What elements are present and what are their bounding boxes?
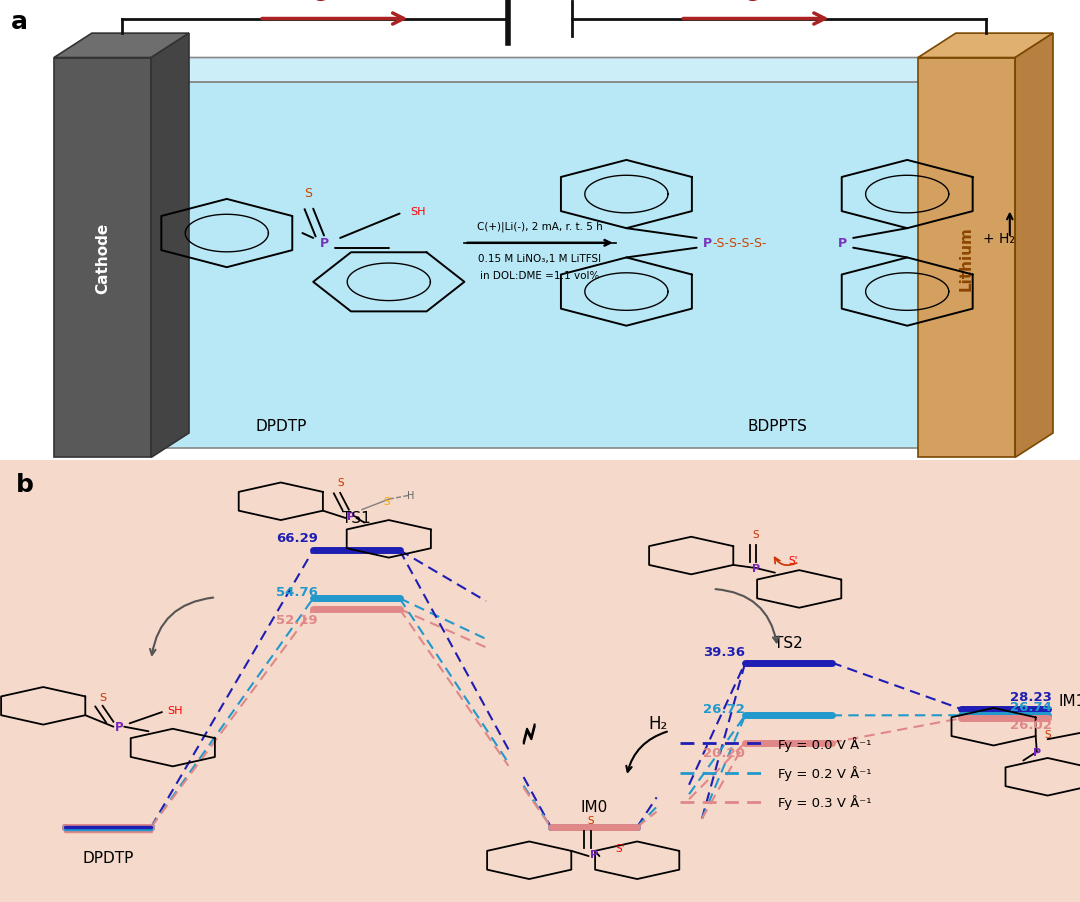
Text: P: P bbox=[752, 564, 760, 574]
Text: S: S bbox=[303, 187, 312, 199]
Polygon shape bbox=[151, 34, 189, 458]
Polygon shape bbox=[0, 460, 1080, 902]
Text: Fy = 0.2 V Å⁻¹: Fy = 0.2 V Å⁻¹ bbox=[778, 765, 872, 780]
Text: a: a bbox=[11, 10, 28, 33]
Text: 28.23: 28.23 bbox=[1010, 690, 1052, 703]
Text: S: S bbox=[1044, 730, 1051, 740]
Text: + H₂: + H₂ bbox=[983, 232, 1015, 245]
Polygon shape bbox=[54, 34, 189, 59]
Text: P: P bbox=[114, 721, 123, 733]
Text: P: P bbox=[320, 237, 328, 250]
Text: S': S' bbox=[616, 842, 625, 852]
Text: P: P bbox=[703, 237, 712, 250]
Text: S': S' bbox=[788, 555, 798, 565]
Text: 26.72: 26.72 bbox=[703, 703, 744, 715]
Text: Fy = 0.0 V Å⁻¹: Fy = 0.0 V Å⁻¹ bbox=[778, 736, 870, 751]
Polygon shape bbox=[972, 59, 1015, 448]
Text: S: S bbox=[337, 477, 343, 487]
Text: -S-S-S-S-: -S-S-S-S- bbox=[713, 237, 767, 250]
Text: C(+)|Li(-), 2 mA, r. t. 5 h: C(+)|Li(-), 2 mA, r. t. 5 h bbox=[477, 221, 603, 231]
Text: e-: e- bbox=[744, 0, 768, 5]
Polygon shape bbox=[918, 34, 1053, 59]
Text: 0.15 M LiNO₃,1 M LiTFSI: 0.15 M LiNO₃,1 M LiTFSI bbox=[478, 253, 602, 263]
Text: IM1: IM1 bbox=[1058, 694, 1080, 708]
Text: IM0: IM0 bbox=[580, 799, 608, 815]
Text: 54.76: 54.76 bbox=[276, 585, 318, 599]
Text: 26.74: 26.74 bbox=[1010, 700, 1052, 713]
Text: e-: e- bbox=[312, 0, 336, 5]
Text: S: S bbox=[753, 529, 759, 539]
Text: 39.36: 39.36 bbox=[703, 646, 744, 658]
Text: TS1: TS1 bbox=[342, 511, 370, 526]
Text: 52.19: 52.19 bbox=[276, 613, 318, 626]
Text: Lithium: Lithium bbox=[959, 226, 974, 290]
Polygon shape bbox=[54, 59, 151, 458]
Text: Fy = 0.3 V Å⁻¹: Fy = 0.3 V Å⁻¹ bbox=[778, 795, 872, 809]
Text: S: S bbox=[99, 692, 106, 702]
Polygon shape bbox=[1015, 34, 1053, 458]
Text: 26.02: 26.02 bbox=[1010, 718, 1052, 731]
Text: SH: SH bbox=[410, 207, 426, 216]
Text: H: H bbox=[407, 491, 414, 501]
Polygon shape bbox=[108, 59, 1015, 83]
Text: DPDTP: DPDTP bbox=[255, 419, 307, 434]
Text: BDPPTS: BDPPTS bbox=[747, 419, 808, 434]
Text: 66.29: 66.29 bbox=[276, 531, 318, 544]
Text: Cathode: Cathode bbox=[95, 223, 110, 294]
Text: TS2: TS2 bbox=[774, 635, 802, 650]
Text: in DOL:DME =1:1 vol%: in DOL:DME =1:1 vol% bbox=[481, 271, 599, 281]
Text: SH: SH bbox=[167, 705, 183, 715]
Text: H₂: H₂ bbox=[648, 713, 667, 732]
Text: b: b bbox=[16, 473, 35, 496]
Text: P: P bbox=[838, 237, 847, 250]
Polygon shape bbox=[918, 59, 1015, 458]
Text: DPDTP: DPDTP bbox=[82, 850, 134, 865]
Text: P: P bbox=[1032, 747, 1041, 757]
Text: S': S' bbox=[383, 497, 393, 507]
Text: P: P bbox=[347, 511, 355, 521]
Text: S: S bbox=[588, 815, 594, 824]
Text: 20.20: 20.20 bbox=[703, 747, 744, 759]
Text: P: P bbox=[590, 849, 598, 859]
Polygon shape bbox=[108, 83, 972, 448]
